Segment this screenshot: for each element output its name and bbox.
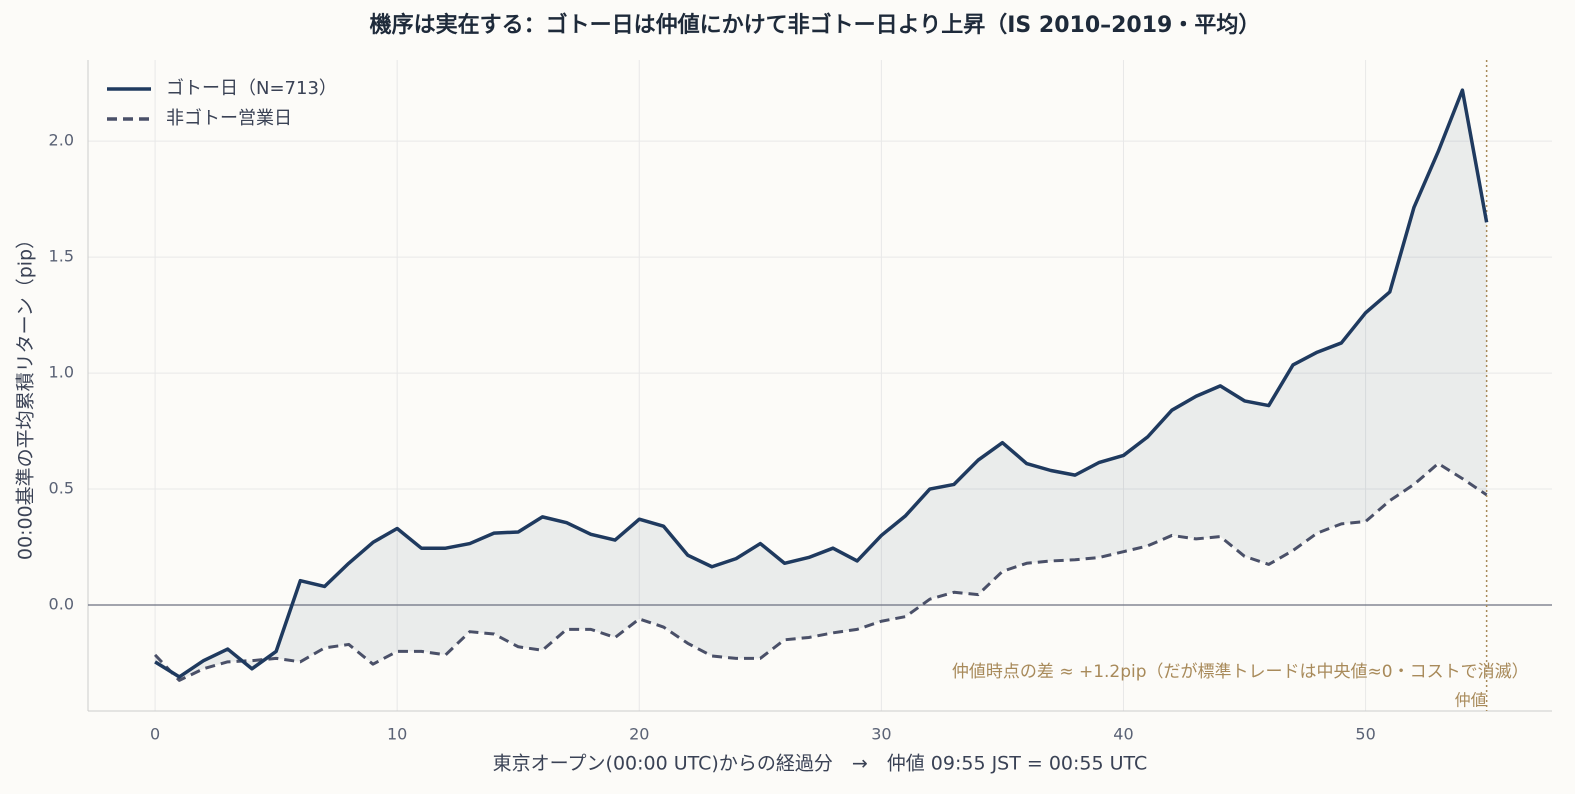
y-axis-label: 00:00基準の平均累積リターン（pip） [15, 230, 37, 560]
x-tick-label: 50 [1355, 725, 1375, 744]
gap-fill [155, 90, 1487, 681]
x-axis-label: 東京オープン(00:00 UTC)からの経過分 → 仲値 09:55 JST =… [493, 753, 1148, 775]
legend-label: 非ゴトー営業日 [166, 108, 292, 129]
chart-title: 機序は実在する：ゴトー日は仲値にかけて非ゴトー日より上昇（IS 2010–201… [370, 12, 1261, 38]
y-tick-label: 0.5 [49, 479, 74, 498]
y-tick-label: 0.0 [49, 595, 74, 614]
x-tick-label: 0 [150, 725, 160, 744]
legend-label: ゴトー日（N=713） [166, 78, 337, 99]
x-tick-label: 20 [629, 725, 649, 744]
y-tick-label: 1.0 [49, 363, 74, 382]
x-tick-label: 10 [387, 725, 407, 744]
series-line [154, 88, 1489, 679]
nakane-label: 仲値 [1455, 691, 1487, 710]
y-tick-label: 1.5 [49, 247, 74, 266]
x-tick-label: 40 [1113, 725, 1133, 744]
annotation: 仲値時点の差 ≈ +1.2pip（だが標準トレードは中央値≈0・コストで消滅） [952, 662, 1529, 682]
y-tick-label: 2.0 [49, 131, 74, 150]
series-line [153, 462, 1488, 682]
x-tick-label: 30 [871, 725, 891, 744]
